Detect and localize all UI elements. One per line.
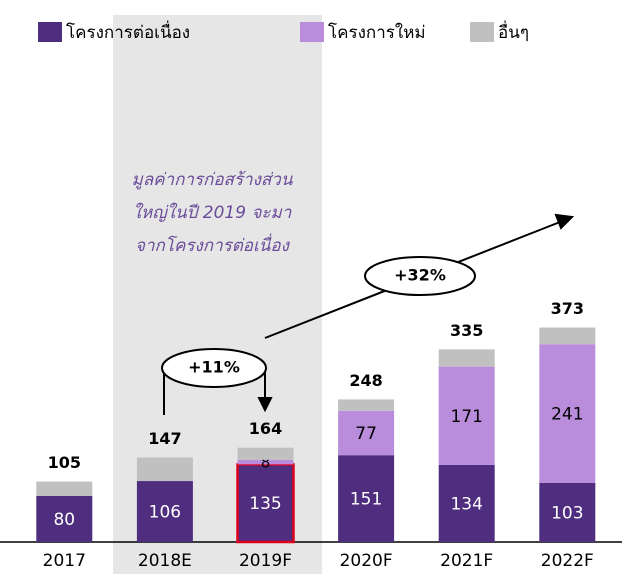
bar-segment <box>36 481 93 496</box>
bar-segment <box>438 366 495 465</box>
growth-arrows <box>161 213 575 415</box>
arrow-head <box>554 213 575 230</box>
value-label: 77 <box>355 424 377 444</box>
x-tick-label: 2022F <box>541 551 594 571</box>
annotation-line: มูลค่าการก่อสร้างส่วน <box>132 170 293 190</box>
value-label: 80 <box>53 510 75 530</box>
bar-segment <box>438 349 495 367</box>
value-label: 134 <box>450 494 482 514</box>
total-label: 147 <box>148 429 181 448</box>
x-tick-label: 2017 <box>43 551 86 571</box>
bar-segment <box>338 455 395 542</box>
bar-segment <box>338 399 395 411</box>
x-tick-label: 2018E <box>138 551 192 571</box>
total-label: 164 <box>249 419 282 438</box>
bar-segment <box>438 464 495 542</box>
value-label: 171 <box>450 407 482 427</box>
value-label: 106 <box>149 503 181 523</box>
legend-swatch <box>38 22 62 42</box>
annotation: มูลค่าการก่อสร้างส่วน ใหญ่ในปี 2019 จะมา… <box>132 170 293 256</box>
growth-bubble <box>364 256 476 296</box>
bar-segment <box>36 496 93 542</box>
total-label: 373 <box>551 299 584 318</box>
growth-bubble <box>161 348 267 388</box>
legend-swatch <box>300 22 324 42</box>
value-label: 241 <box>551 404 583 424</box>
bar-segment <box>237 447 294 460</box>
legend-label: อื่นๆ <box>498 20 529 43</box>
value-label: 135 <box>249 494 281 514</box>
bar-segment <box>539 344 596 483</box>
total-label: 105 <box>48 453 81 472</box>
bar-segment <box>338 410 395 456</box>
annotation-line: จากโครงการต่อเนื่อง <box>135 233 291 256</box>
bar-segment <box>539 327 596 345</box>
legend-swatch <box>470 22 494 42</box>
arrow-head <box>257 397 273 413</box>
total-label: 248 <box>349 371 382 390</box>
annotation-line: ใหญ่ในปี 2019 จะมา <box>133 202 292 223</box>
legend-label: โครงการต่อเนื่อง <box>66 20 190 43</box>
total-label: 335 <box>450 321 483 340</box>
bar-segment <box>136 457 193 482</box>
growth-label: +32% <box>394 266 446 285</box>
bar-segment <box>237 459 294 465</box>
bar-segment <box>539 482 596 542</box>
value-label: 103 <box>551 503 583 523</box>
growth-label: +11% <box>188 358 240 377</box>
bar-segment <box>136 481 193 542</box>
x-tick-label: 2019F <box>239 551 292 571</box>
value-label: 151 <box>350 490 382 510</box>
x-tick-label: 2020F <box>340 551 393 571</box>
value-label: 8 <box>261 454 271 472</box>
legend-label: โครงการใหม่ <box>328 22 426 43</box>
x-tick-label: 2021F <box>440 551 493 571</box>
